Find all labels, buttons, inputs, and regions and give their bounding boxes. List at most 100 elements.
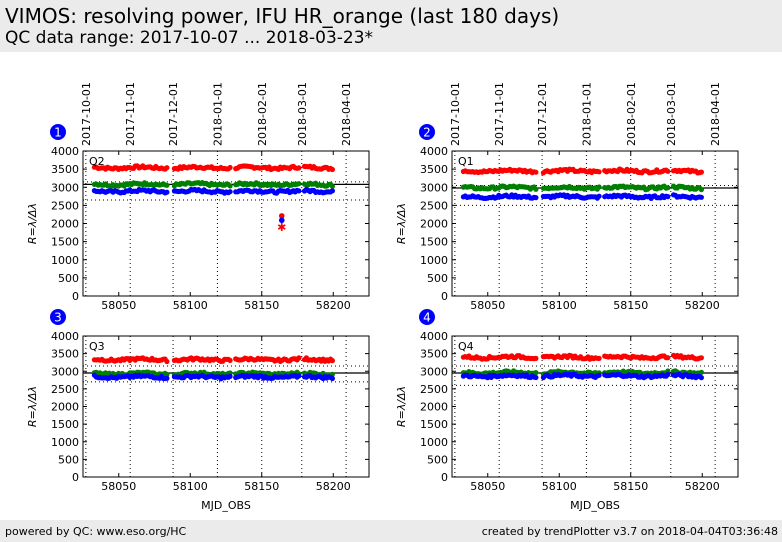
y-tick-label: 0 bbox=[441, 471, 448, 484]
data-point-blue bbox=[533, 374, 539, 381]
outlier-marker: ✱ bbox=[277, 221, 286, 234]
x-tick-label: 58050 bbox=[470, 299, 505, 312]
y-tick-label: 4000 bbox=[420, 145, 448, 158]
panel-number-badge bbox=[419, 309, 435, 325]
data-point-red bbox=[698, 169, 705, 175]
chart-panel-3: 0 500 1000 1500 2000 2500 3000 3500 4000 58050 581… bbox=[26, 309, 370, 512]
y-tick-label: 2000 bbox=[420, 401, 448, 414]
data-point-red bbox=[296, 165, 302, 171]
panel-number-badge bbox=[419, 124, 435, 140]
x-tick-label: 58150 bbox=[613, 299, 648, 312]
x-tick-label: 58050 bbox=[470, 480, 505, 493]
data-point-red bbox=[665, 168, 671, 174]
y-tick-label: 0 bbox=[72, 471, 79, 484]
x-axis-label: MJD_OBS bbox=[201, 499, 251, 512]
data-point-red bbox=[698, 355, 705, 361]
quadrant-label: Q3 bbox=[89, 340, 105, 353]
data-point-green bbox=[164, 371, 170, 378]
data-point-green bbox=[533, 370, 539, 376]
quadrant-label: Q1 bbox=[458, 155, 474, 168]
y-tick-label: 1000 bbox=[420, 436, 448, 449]
date-tick-label: 2018-04-01 bbox=[709, 82, 722, 146]
data-point-red bbox=[596, 169, 602, 175]
page-subtitle: QC data range: 2017-10-07 ... 2018-03-23… bbox=[5, 28, 374, 48]
data-point-red bbox=[164, 358, 170, 365]
data-point-blue bbox=[164, 375, 170, 381]
data-point-green bbox=[698, 187, 705, 193]
y-axis-label: R=λ/Δλ bbox=[395, 203, 408, 244]
data-point-red bbox=[533, 355, 539, 361]
data-point-blue bbox=[296, 188, 302, 194]
chart-panel-2: 0 500 1000 1500 2000 2500 3000 3500 4000 58050 581… bbox=[395, 82, 739, 312]
data-point-red bbox=[665, 355, 671, 361]
x-tick-label: 58200 bbox=[685, 480, 720, 493]
x-tick-label: 58050 bbox=[101, 299, 136, 312]
y-tick-label: 3500 bbox=[51, 163, 79, 176]
y-tick-label: 2000 bbox=[51, 218, 79, 231]
data-point-blue bbox=[665, 194, 671, 200]
x-tick-label: 58200 bbox=[685, 299, 720, 312]
footer-created-by: created by trendPlotter v3.7 on 2018-04-… bbox=[481, 525, 778, 538]
y-tick-label: 1000 bbox=[420, 254, 448, 267]
y-tick-label: 2500 bbox=[420, 199, 448, 212]
date-tick-label: 2018-02-01 bbox=[625, 82, 638, 146]
data-point-red bbox=[164, 165, 170, 171]
data-point-red bbox=[296, 355, 302, 361]
y-tick-label: 500 bbox=[427, 453, 448, 466]
plot-frame bbox=[82, 150, 370, 297]
date-tick-label: 2018-02-01 bbox=[256, 82, 269, 146]
y-tick-label: 3000 bbox=[51, 181, 79, 194]
x-tick-label: 58150 bbox=[613, 480, 648, 493]
date-tick-label: 2018-04-01 bbox=[340, 82, 353, 146]
panel-number: 4 bbox=[423, 311, 431, 325]
date-tick-label: 2017-12-01 bbox=[167, 82, 180, 146]
data-point-blue bbox=[227, 373, 233, 379]
y-tick-label: 500 bbox=[58, 453, 79, 466]
y-tick-label: 1000 bbox=[51, 254, 79, 267]
x-tick-label: 58150 bbox=[244, 299, 279, 312]
y-tick-label: 1500 bbox=[420, 236, 448, 249]
data-point-green bbox=[329, 183, 335, 189]
y-tick-label: 2500 bbox=[420, 383, 448, 396]
y-tick-label: 500 bbox=[427, 272, 448, 285]
y-tick-label: 3000 bbox=[51, 365, 79, 378]
date-tick-label: 2018-01-01 bbox=[211, 82, 224, 146]
y-tick-label: 2000 bbox=[420, 218, 448, 231]
y-tick-label: 2500 bbox=[51, 383, 79, 396]
data-point-green bbox=[665, 185, 671, 191]
data-point-red bbox=[227, 357, 233, 363]
data-point-green bbox=[698, 369, 705, 375]
x-tick-label: 58100 bbox=[173, 480, 208, 493]
y-tick-label: 1500 bbox=[420, 418, 448, 431]
y-tick-label: 2500 bbox=[51, 199, 79, 212]
panel-number: 2 bbox=[423, 126, 431, 140]
x-axis-label: MJD_OBS bbox=[570, 499, 620, 512]
y-axis-label: R=λ/Δλ bbox=[395, 386, 408, 427]
y-axis-label: R=λ/Δλ bbox=[26, 203, 39, 244]
data-point-red bbox=[329, 166, 335, 173]
x-tick-label: 58100 bbox=[542, 480, 577, 493]
date-tick-label: 2017-12-01 bbox=[536, 82, 549, 146]
data-point-red bbox=[227, 164, 233, 171]
panel-number-badge bbox=[50, 309, 66, 325]
chart-panel-1: ✱ 0 500 1000 1500 2000 2500 3000 3500 4000 58050 58… bbox=[26, 82, 370, 312]
panel-number: 3 bbox=[54, 311, 62, 325]
data-point-blue bbox=[698, 375, 705, 381]
data-point-green bbox=[596, 184, 602, 190]
data-point-blue bbox=[698, 194, 705, 200]
y-tick-label: 2000 bbox=[51, 401, 79, 414]
data-point-blue bbox=[596, 193, 602, 199]
data-point-green bbox=[227, 183, 233, 189]
y-tick-label: 3000 bbox=[420, 365, 448, 378]
data-point-green bbox=[164, 182, 170, 188]
footer-powered-by: powered by QC: www.eso.org/HC bbox=[5, 525, 187, 538]
date-tick-label: 2018-01-01 bbox=[580, 82, 593, 146]
y-tick-label: 3500 bbox=[420, 163, 448, 176]
y-tick-label: 1500 bbox=[51, 418, 79, 431]
y-axis-label: R=λ/Δλ bbox=[26, 386, 39, 427]
header-bar: VIMOS: resolving power, IFU HR_orange (l… bbox=[0, 0, 782, 52]
quadrant-label: Q4 bbox=[458, 340, 474, 353]
y-tick-label: 1500 bbox=[51, 236, 79, 249]
data-point-blue bbox=[296, 373, 302, 379]
